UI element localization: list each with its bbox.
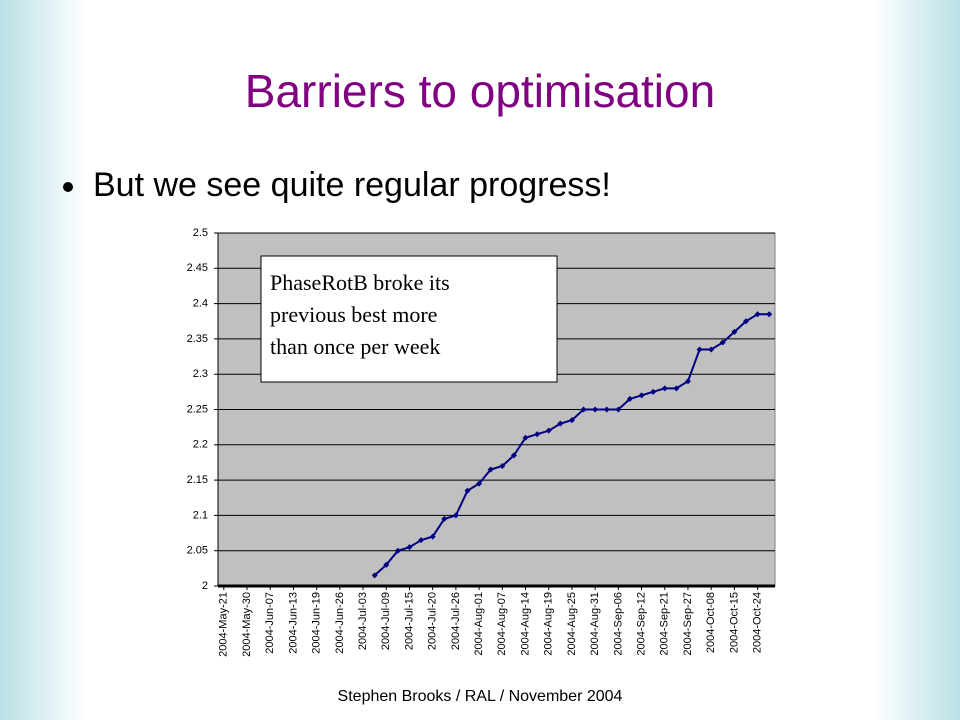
x-tick-label: 2004-Aug-19 — [543, 592, 555, 656]
x-tick-label: 2004-May-30 — [241, 592, 253, 657]
x-tick-label: 2004-Sep-21 — [659, 592, 671, 656]
annotation-text: previous best more — [270, 302, 437, 327]
bullet-dot — [63, 182, 73, 192]
y-tick-label: 2.15 — [187, 474, 208, 486]
y-tick-label: 2.3 — [193, 368, 208, 380]
y-tick-label: 2.2 — [193, 439, 208, 451]
data-point — [731, 328, 738, 335]
data-point — [522, 434, 529, 441]
x-tick-label: 2004-Aug-31 — [589, 592, 601, 656]
annotation-box — [260, 255, 558, 383]
x-tick-label: 2004-Jul-09 — [380, 592, 392, 650]
x-tick-label: 2004-May-21 — [218, 592, 230, 657]
data-point — [418, 537, 425, 544]
x-tick-label: 2004-Aug-14 — [519, 592, 531, 656]
x-tick-label: 2004-Sep-06 — [612, 592, 624, 656]
x-tick-label: 2004-Jun-26 — [334, 592, 346, 654]
data-point — [719, 339, 726, 346]
data-point — [476, 480, 483, 487]
x-tick-label: 2004-Jun-19 — [311, 592, 323, 654]
data-point — [742, 318, 749, 325]
x-tick-label: 2004-Sep-12 — [635, 592, 647, 656]
x-tick-label: 2004-Aug-25 — [566, 592, 578, 656]
x-tick-label: 2004-Aug-07 — [496, 592, 508, 656]
data-point — [394, 547, 401, 554]
data-point — [650, 388, 657, 395]
y-tick-label: 2.05 — [187, 545, 208, 557]
data-point — [429, 533, 436, 540]
y-tick-label: 2.5 — [193, 227, 208, 239]
data-point — [626, 395, 633, 402]
data-point — [661, 385, 668, 392]
data-point — [580, 406, 587, 413]
data-point — [684, 378, 691, 385]
y-tick-label: 2.45 — [187, 262, 208, 274]
data-point — [487, 466, 494, 473]
x-tick-label: 2004-Aug-01 — [473, 592, 485, 656]
x-tick-label: 2004-Oct-15 — [728, 592, 740, 653]
y-tick-label: 2.1 — [193, 509, 208, 521]
data-point — [766, 311, 773, 318]
x-tick-label: 2004-Oct-24 — [752, 592, 764, 653]
slide-title: Barriers to optimisation — [245, 65, 715, 117]
x-tick-label: 2004-Jun-13 — [287, 592, 299, 654]
x-tick-label: 2004-Oct-08 — [705, 592, 717, 653]
data-point — [510, 452, 517, 459]
x-tick-label: 2004-Jun-07 — [264, 592, 276, 654]
y-tick-label: 2.25 — [187, 403, 208, 415]
data-point — [452, 512, 459, 519]
data-point — [754, 311, 761, 318]
data-point — [673, 385, 680, 392]
bullet-text: But we see quite regular progress! — [93, 166, 611, 204]
data-point — [383, 561, 390, 568]
annotation-text: PhaseRotB broke its — [270, 270, 450, 295]
x-tick-label: 2004-Jul-03 — [357, 592, 369, 650]
data-point — [638, 392, 645, 399]
data-point — [499, 462, 506, 469]
data-point — [592, 406, 599, 413]
data-point — [615, 406, 622, 413]
data-point — [696, 346, 703, 353]
annotation-text: than once per week — [270, 334, 440, 359]
y-tick-label: 2.4 — [193, 298, 208, 310]
data-point — [464, 487, 471, 494]
data-point — [557, 420, 564, 427]
x-tick-label: 2004-Jul-20 — [427, 592, 439, 650]
y-tick-label: 2 — [202, 580, 208, 592]
data-point — [568, 417, 575, 424]
data-point — [534, 431, 541, 438]
x-tick-label: 2004-Jul-26 — [450, 592, 462, 650]
data-point — [708, 346, 715, 353]
data-point — [603, 406, 610, 413]
data-point — [406, 544, 413, 551]
data-point — [545, 427, 552, 434]
data-point — [441, 515, 448, 522]
y-tick-label: 2.35 — [187, 333, 208, 345]
x-tick-label: 2004-Jul-15 — [403, 592, 415, 650]
x-tick-label: 2004-Sep-27 — [682, 592, 694, 656]
data-point — [371, 572, 378, 579]
footer: Stephen Brooks / RAL / November 2004 — [338, 688, 623, 705]
